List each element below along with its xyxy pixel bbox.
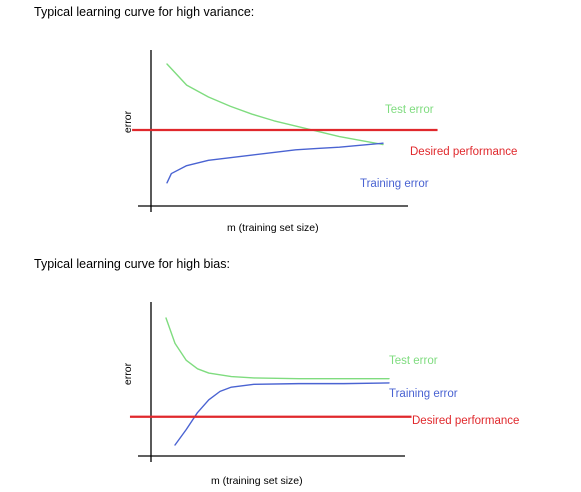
desired-performance-label-bias: Desired performance — [412, 415, 519, 427]
test-error-label-bias: Test error — [389, 355, 438, 367]
chart-title-high-bias: Typical learning curve for high bias: — [34, 257, 230, 271]
desired-performance-label-variance: Desired performance — [410, 146, 517, 158]
training-error-label-variance: Training error — [360, 178, 429, 190]
chart-title-high-variance: Typical learning curve for high variance… — [34, 5, 255, 19]
y-axis-label-variance: error — [122, 110, 134, 133]
test-error-curve-variance — [166, 63, 384, 146]
training-error-curve-bias — [174, 382, 390, 446]
x-axis-label-variance: m (training set size) — [227, 222, 319, 234]
test-error-curve-bias — [165, 317, 390, 380]
test-error-label-variance: Test error — [385, 104, 434, 116]
training-error-curve-variance — [166, 142, 384, 184]
y-axis-label-bias: error — [122, 362, 134, 385]
x-axis-label-bias: m (training set size) — [211, 475, 303, 487]
training-error-label-bias: Training error — [389, 388, 458, 400]
